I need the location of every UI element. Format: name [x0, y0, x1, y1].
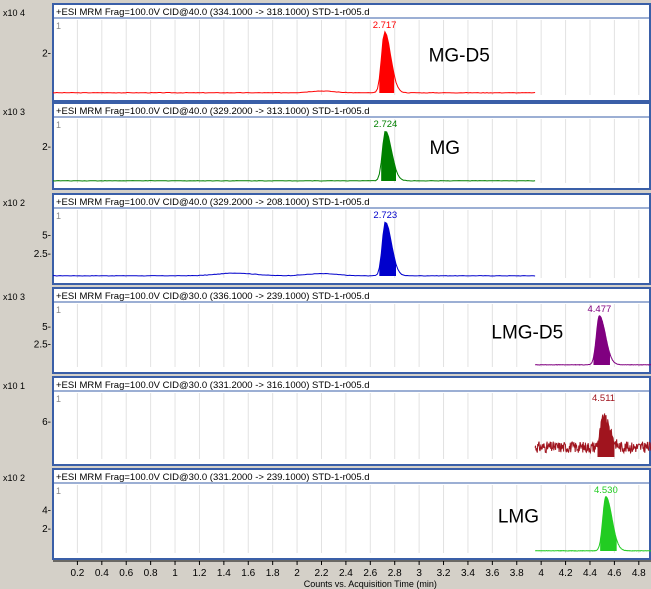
- panel-index-marker: 1: [56, 394, 61, 404]
- compound-label: LMG: [498, 506, 539, 527]
- x-axis-title: Counts vs. Acquisition Time (min): [304, 579, 437, 589]
- peak-rt-label: 4.530: [594, 485, 618, 496]
- chromatogram-trace: [52, 131, 536, 182]
- x-tick-label: 3.8: [510, 568, 524, 579]
- x-tick-label: 1.2: [192, 568, 206, 579]
- y-tick-label: 2-: [42, 49, 51, 60]
- panel-frame: [52, 193, 651, 285]
- x-tick-label: 3.6: [485, 568, 499, 579]
- x-tick-label: 1: [172, 568, 178, 579]
- y-scale-label: x10 4: [3, 8, 25, 18]
- chromatogram-panel[interactable]: +ESI MRM Frag=100.0V CID@40.0 (334.1000 …: [3, 3, 651, 102]
- peak-fill: [381, 131, 397, 181]
- peak-rt-label: 2.717: [373, 20, 397, 31]
- chromatogram-trace: [534, 413, 651, 455]
- chromatogram-panel[interactable]: +ESI MRM Frag=100.0V CID@30.0 (331.2000 …: [3, 376, 651, 466]
- peak-rt-label: 4.511: [592, 393, 615, 404]
- x-tick-label: 0.4: [95, 568, 109, 579]
- panel-header: +ESI MRM Frag=100.0V CID@40.0 (334.1000 …: [56, 7, 370, 18]
- chromatogram-trace: [534, 495, 651, 552]
- peak-fill: [379, 222, 397, 276]
- panel-frame: [52, 3, 651, 102]
- x-tick-label: 1.6: [241, 568, 255, 579]
- x-tick-label: 2.2: [315, 568, 329, 579]
- x-tick-label: 3.2: [437, 568, 451, 579]
- chromatogram-trace: [534, 315, 651, 366]
- panel-header: +ESI MRM Frag=100.0V CID@40.0 (329.2000 …: [56, 197, 370, 208]
- y-scale-label: x10 3: [3, 107, 25, 117]
- y-scale-label: x10 1: [3, 381, 25, 391]
- x-tick-label: 2.6: [363, 568, 377, 579]
- x-tick-label: 2: [294, 568, 300, 579]
- x-tick-label: 4.6: [607, 568, 621, 579]
- panel-index-marker: 1: [56, 486, 61, 496]
- peak-fill: [379, 31, 395, 93]
- x-axis: 0.2 0.4 0.6 0.8 1 1.2 1.4 1.6 1.8 2 2.2 2.4 2.6 2.8 3 3…: [53, 560, 651, 589]
- peak-fill: [593, 315, 610, 365]
- chromatogram-panel[interactable]: +ESI MRM Frag=100.0V CID@30.0 (331.2000 …: [3, 468, 651, 560]
- x-tick-label: 4.2: [559, 568, 573, 579]
- panel-index-marker: 1: [56, 211, 61, 221]
- panel-header: +ESI MRM Frag=100.0V CID@40.0 (329.2000 …: [56, 106, 370, 117]
- compound-label: MG-D5: [429, 45, 490, 66]
- panels: +ESI MRM Frag=100.0V CID@40.0 (334.1000 …: [3, 3, 651, 560]
- x-tick-label: 4.4: [583, 568, 597, 579]
- chromatogram-panel[interactable]: +ESI MRM Frag=100.0V CID@40.0 (329.2000 …: [3, 102, 651, 190]
- x-tick-label: 1.8: [266, 568, 280, 579]
- peak-rt-label: 2.724: [374, 119, 398, 130]
- y-tick-label: 5-: [42, 322, 51, 333]
- x-tick-label: 0.6: [119, 568, 133, 579]
- x-tick-label: 2.4: [339, 568, 353, 579]
- y-tick-label: 2.5-: [34, 249, 51, 260]
- chromatogram-trace: [53, 221, 536, 277]
- x-tick-label: 4.8: [632, 568, 646, 579]
- x-tick-label: 3: [416, 568, 422, 579]
- peak-fill: [600, 496, 617, 551]
- chromatogram-panel[interactable]: +ESI MRM Frag=100.0V CID@40.0 (329.2000 …: [3, 193, 651, 285]
- y-tick-label: 2.5-: [34, 340, 51, 351]
- compound-label: MG: [429, 138, 460, 159]
- panel-frame: [52, 376, 651, 466]
- panel-index-marker: 1: [56, 305, 61, 315]
- y-tick-label: 2-: [42, 524, 51, 535]
- peak-fill: [597, 413, 615, 457]
- panel-index-marker: 1: [56, 21, 61, 31]
- panel-header: +ESI MRM Frag=100.0V CID@30.0 (336.1000 …: [56, 291, 370, 302]
- x-tick-label: 0.8: [144, 568, 158, 579]
- panel-frame: [52, 468, 651, 560]
- peak-rt-label: 2.723: [373, 210, 397, 221]
- compound-label: LMG-D5: [491, 322, 563, 343]
- panel-header: +ESI MRM Frag=100.0V CID@30.0 (331.2000 …: [56, 380, 370, 391]
- y-tick-label: 2-: [42, 142, 51, 153]
- y-tick-label: 5-: [42, 230, 51, 241]
- x-tick-label: 3.4: [461, 568, 475, 579]
- peak-rt-label: 4.477: [587, 304, 611, 315]
- panel-header: +ESI MRM Frag=100.0V CID@30.0 (331.2000 …: [56, 472, 370, 483]
- x-tick-label: 4: [538, 568, 544, 579]
- y-scale-label: x10 3: [3, 292, 25, 302]
- x-tick-label: 0.2: [70, 568, 84, 579]
- chromatogram-trace: [52, 30, 536, 94]
- panel-index-marker: 1: [56, 120, 61, 130]
- y-tick-label: 6-: [42, 417, 51, 428]
- y-scale-label: x10 2: [3, 473, 25, 483]
- y-scale-label: x10 2: [3, 198, 25, 208]
- x-tick-label: 2.8: [388, 568, 402, 579]
- chromatogram-panel[interactable]: +ESI MRM Frag=100.0V CID@30.0 (336.1000 …: [3, 287, 651, 374]
- x-tick-label: 1.4: [217, 568, 231, 579]
- y-tick-label: 4-: [42, 505, 51, 516]
